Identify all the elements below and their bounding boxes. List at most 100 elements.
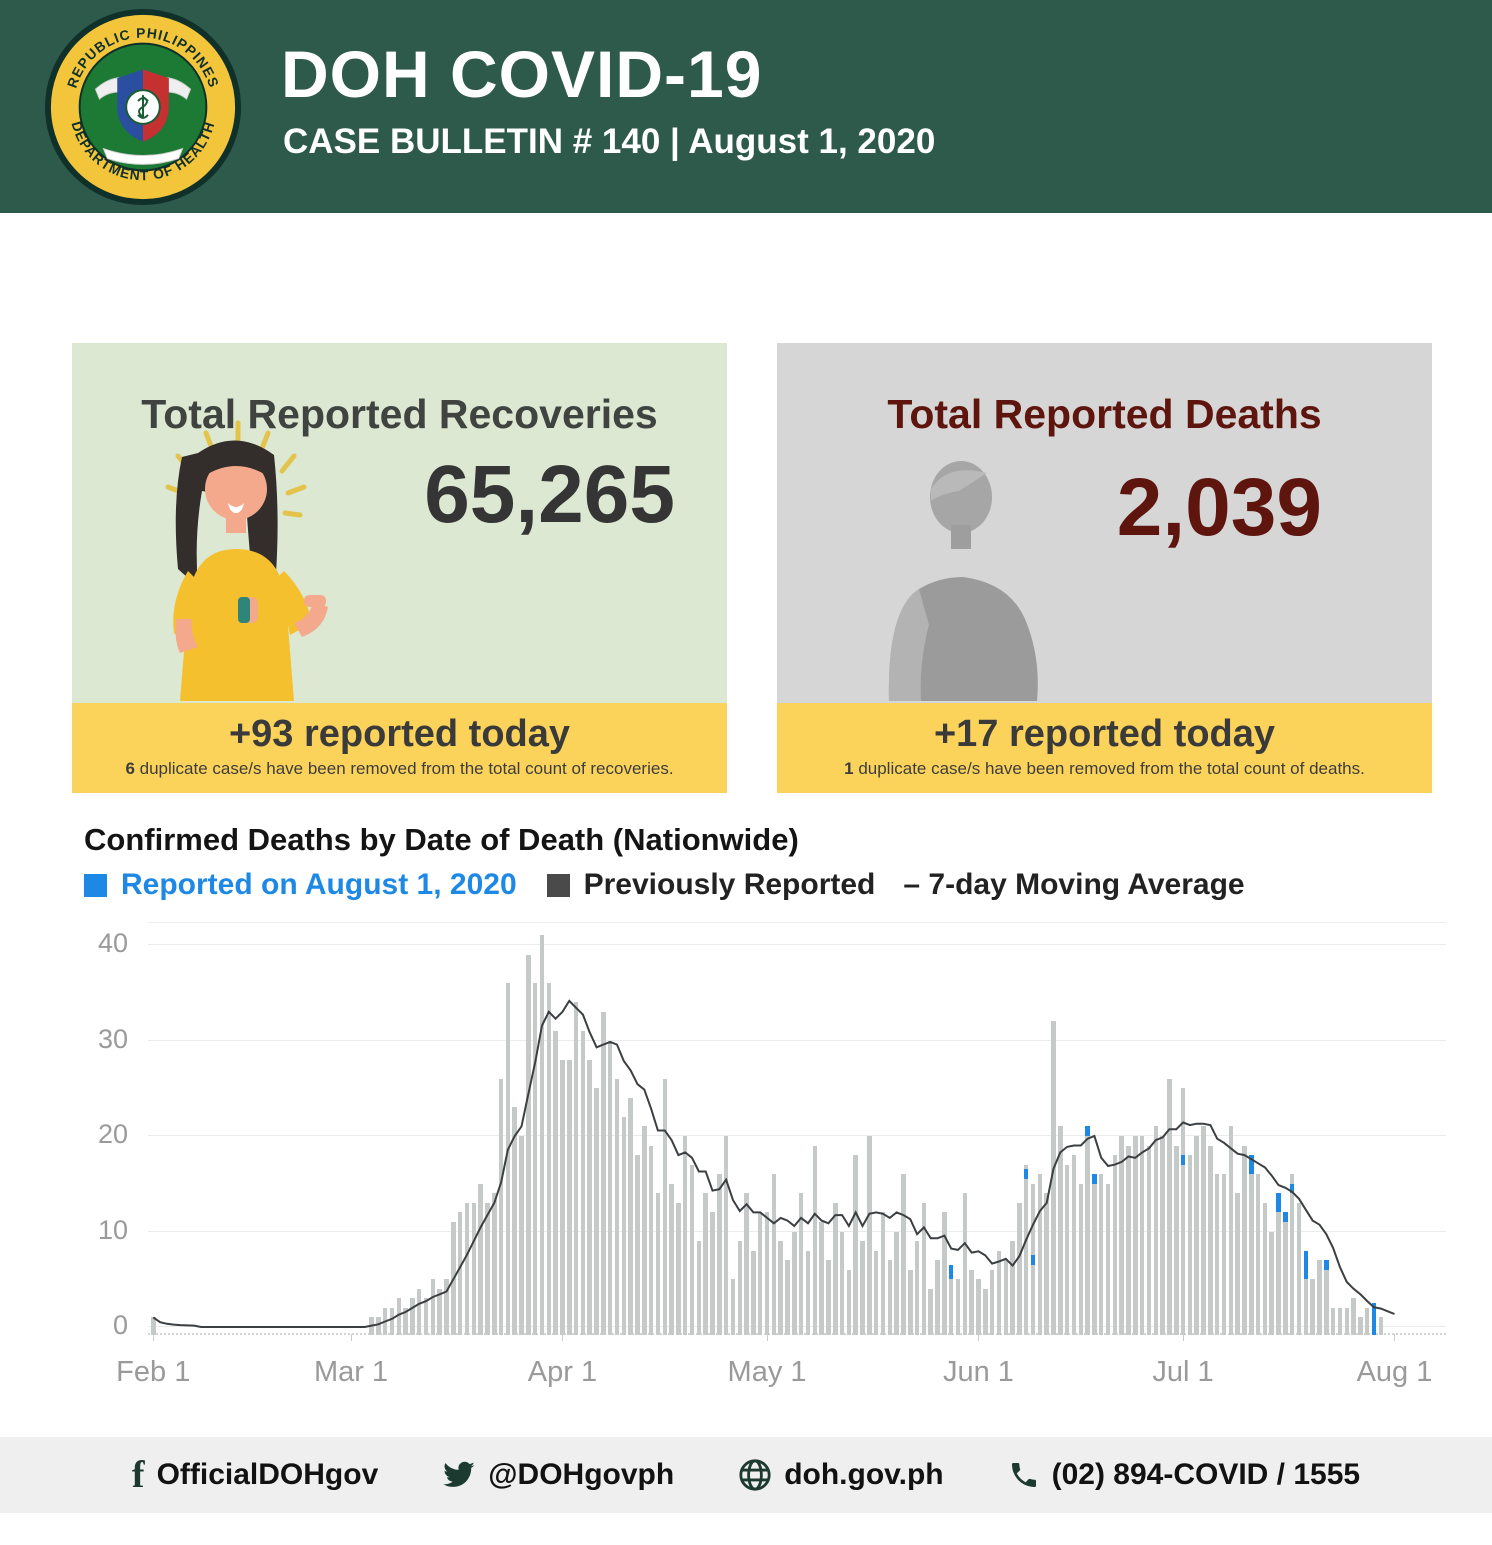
- bar-previously-reported[interactable]: [471, 1202, 477, 1335]
- footer-hotline[interactable]: (02) 894-COVID / 1555: [1008, 1458, 1360, 1492]
- bar-previously-reported[interactable]: [1249, 1174, 1254, 1335]
- bar-previously-reported[interactable]: [1228, 1126, 1234, 1335]
- bar-previously-reported[interactable]: [1051, 1021, 1056, 1335]
- bar-previously-reported[interactable]: [464, 1202, 470, 1335]
- bar-previously-reported[interactable]: [430, 1279, 436, 1335]
- bar-previously-reported[interactable]: [1276, 1212, 1281, 1335]
- bar-reported-today[interactable]: [1289, 1183, 1295, 1194]
- bar-previously-reported[interactable]: [444, 1279, 449, 1335]
- bar-previously-reported[interactable]: [826, 1260, 831, 1335]
- bar-reported-today[interactable]: [1371, 1303, 1377, 1335]
- bar-previously-reported[interactable]: [771, 1174, 777, 1335]
- bar-previously-reported[interactable]: [1262, 1202, 1268, 1335]
- bar-previously-reported[interactable]: [969, 1269, 974, 1335]
- bar-previously-reported[interactable]: [1351, 1298, 1356, 1335]
- bar-reported-today[interactable]: [1092, 1174, 1097, 1184]
- bar-previously-reported[interactable]: [1235, 1193, 1240, 1335]
- bar-previously-reported[interactable]: [921, 1202, 927, 1335]
- bar-previously-reported[interactable]: [1194, 1136, 1199, 1335]
- bar-reported-today[interactable]: [1303, 1250, 1309, 1280]
- bar-previously-reported[interactable]: [635, 1155, 640, 1335]
- bar-previously-reported[interactable]: [648, 1145, 654, 1335]
- bar-previously-reported[interactable]: [567, 1059, 572, 1335]
- bar-previously-reported[interactable]: [396, 1298, 402, 1335]
- bar-previously-reported[interactable]: [1037, 1174, 1043, 1335]
- bar-previously-reported[interactable]: [1146, 1145, 1152, 1335]
- bar-previously-reported[interactable]: [642, 1126, 647, 1335]
- bar-previously-reported[interactable]: [853, 1155, 858, 1335]
- bar-previously-reported[interactable]: [512, 1107, 517, 1335]
- bar-previously-reported[interactable]: [546, 983, 552, 1335]
- bar-previously-reported[interactable]: [839, 1231, 845, 1335]
- bar-previously-reported[interactable]: [628, 1097, 633, 1335]
- bar-previously-reported[interactable]: [526, 954, 531, 1335]
- bar-previously-reported[interactable]: [505, 983, 511, 1335]
- bar-previously-reported[interactable]: [437, 1288, 442, 1335]
- bar-previously-reported[interactable]: [573, 1002, 579, 1335]
- bar-previously-reported[interactable]: [594, 1088, 599, 1335]
- bar-previously-reported[interactable]: [798, 1193, 804, 1335]
- bar-previously-reported[interactable]: [587, 1059, 592, 1335]
- bar-previously-reported[interactable]: [580, 1030, 586, 1335]
- bar-previously-reported[interactable]: [942, 1212, 947, 1335]
- bar-previously-reported[interactable]: [410, 1298, 415, 1335]
- bar-reported-today[interactable]: [1023, 1169, 1029, 1179]
- bar-previously-reported[interactable]: [492, 1193, 497, 1335]
- bar-previously-reported[interactable]: [846, 1269, 852, 1335]
- bar-previously-reported[interactable]: [1160, 1136, 1165, 1335]
- bar-previously-reported[interactable]: [948, 1279, 954, 1335]
- bar-previously-reported[interactable]: [1098, 1174, 1104, 1335]
- bar-previously-reported[interactable]: [1221, 1174, 1227, 1335]
- bar-previously-reported[interactable]: [860, 1241, 865, 1335]
- bar-previously-reported[interactable]: [696, 1241, 702, 1335]
- bar-reported-today[interactable]: [1030, 1255, 1036, 1265]
- bar-previously-reported[interactable]: [1208, 1145, 1213, 1335]
- bar-previously-reported[interactable]: [416, 1288, 422, 1335]
- bar-previously-reported[interactable]: [983, 1288, 988, 1335]
- bar-previously-reported[interactable]: [785, 1260, 790, 1335]
- bar-previously-reported[interactable]: [519, 1136, 524, 1335]
- bar-previously-reported[interactable]: [1344, 1307, 1349, 1335]
- footer-facebook[interactable]: f OfficialDOHgov: [131, 1454, 379, 1496]
- bar-previously-reported[interactable]: [737, 1241, 743, 1335]
- bar-previously-reported[interactable]: [1153, 1126, 1159, 1335]
- bar-previously-reported[interactable]: [682, 1136, 688, 1335]
- bar-previously-reported[interactable]: [1126, 1145, 1131, 1335]
- bar-previously-reported[interactable]: [151, 1317, 156, 1335]
- bar-previously-reported[interactable]: [1105, 1183, 1111, 1335]
- bar-previously-reported[interactable]: [1201, 1126, 1206, 1335]
- bar-previously-reported[interactable]: [996, 1250, 1002, 1335]
- bar-previously-reported[interactable]: [498, 1078, 504, 1335]
- bar-previously-reported[interactable]: [1242, 1145, 1247, 1335]
- bar-previously-reported[interactable]: [601, 1011, 606, 1335]
- bar-previously-reported[interactable]: [730, 1279, 736, 1335]
- bar-previously-reported[interactable]: [1283, 1221, 1288, 1335]
- bar-previously-reported[interactable]: [1133, 1136, 1138, 1335]
- bar-reported-today[interactable]: [948, 1264, 954, 1280]
- bar-previously-reported[interactable]: [423, 1298, 429, 1335]
- bar-previously-reported[interactable]: [478, 1183, 483, 1335]
- bar-previously-reported[interactable]: [457, 1212, 463, 1335]
- footer-twitter[interactable]: @DOHgovph: [442, 1458, 674, 1492]
- bar-previously-reported[interactable]: [1119, 1136, 1124, 1335]
- bar-previously-reported[interactable]: [764, 1212, 770, 1335]
- bar-previously-reported[interactable]: [1296, 1202, 1302, 1335]
- plot-area[interactable]: [148, 922, 1446, 1335]
- bar-previously-reported[interactable]: [1058, 1126, 1063, 1335]
- bar-previously-reported[interactable]: [962, 1193, 968, 1335]
- bar-previously-reported[interactable]: [744, 1193, 749, 1335]
- bar-previously-reported[interactable]: [1003, 1260, 1008, 1335]
- bar-previously-reported[interactable]: [1358, 1317, 1363, 1335]
- bar-previously-reported[interactable]: [376, 1317, 381, 1335]
- bar-previously-reported[interactable]: [1112, 1155, 1118, 1335]
- bar-previously-reported[interactable]: [1187, 1155, 1193, 1335]
- bar-previously-reported[interactable]: [389, 1307, 395, 1335]
- bar-previously-reported[interactable]: [989, 1269, 995, 1335]
- bar-previously-reported[interactable]: [1337, 1307, 1343, 1335]
- bar-previously-reported[interactable]: [976, 1279, 981, 1335]
- bar-previously-reported[interactable]: [887, 1260, 893, 1335]
- bar-previously-reported[interactable]: [621, 1116, 627, 1335]
- bar-reported-today[interactable]: [1324, 1260, 1329, 1270]
- bar-previously-reported[interactable]: [662, 1078, 667, 1335]
- bar-previously-reported[interactable]: [778, 1241, 783, 1335]
